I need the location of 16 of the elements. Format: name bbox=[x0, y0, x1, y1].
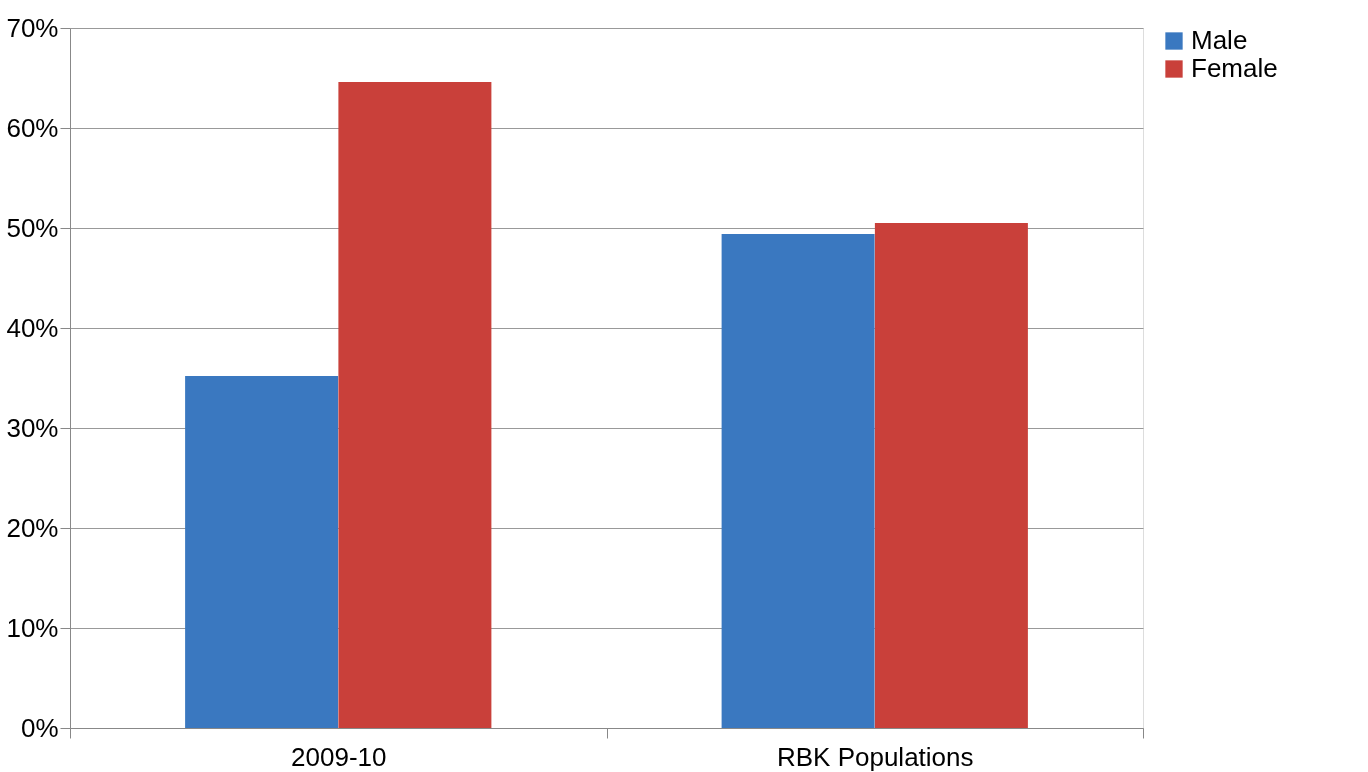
y-tick-label: 0% bbox=[20, 712, 59, 743]
legend-label: Female bbox=[1191, 53, 1278, 83]
y-tick-label: 50% bbox=[6, 212, 59, 243]
y-tick-label: 10% bbox=[6, 612, 59, 643]
y-tick-label: 70% bbox=[6, 12, 59, 43]
x-tick-label: RBK Populations bbox=[776, 741, 974, 772]
y-tick-label: 60% bbox=[6, 112, 59, 143]
bar bbox=[721, 234, 875, 728]
legend-label: Male bbox=[1191, 25, 1248, 55]
bar bbox=[185, 376, 339, 728]
bar bbox=[338, 82, 492, 728]
y-tick-label: 40% bbox=[6, 312, 59, 343]
bar bbox=[874, 223, 1028, 728]
y-tick-label: 30% bbox=[6, 412, 59, 443]
y-tick-label: 20% bbox=[6, 512, 59, 543]
x-tick-label: 2009-10 bbox=[291, 741, 387, 772]
